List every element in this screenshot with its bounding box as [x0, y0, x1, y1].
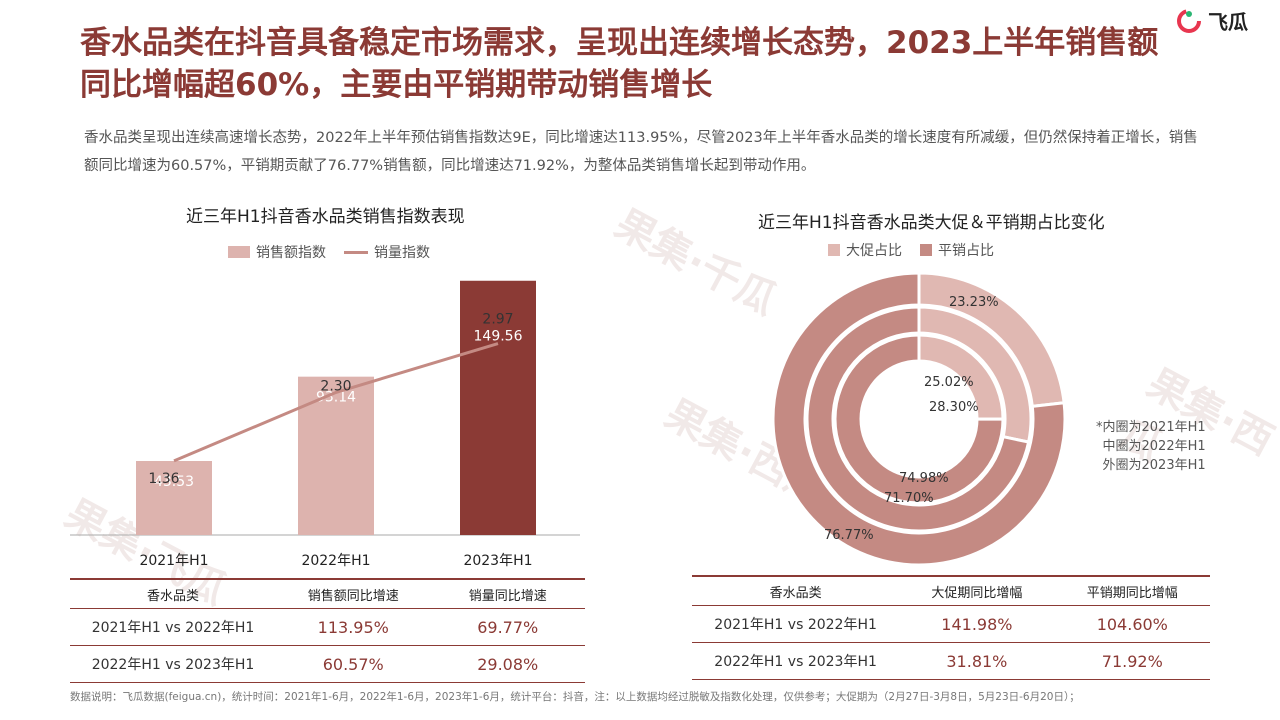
- right-growth-table: 香水品类 大促期同比增幅 平销期同比增幅 2021年H1 vs 2022年H1 …: [692, 575, 1210, 680]
- page-title: 香水品类在抖音具备稳定市场需求，呈现出连续增长态势，2023上半年销售额同比增幅…: [80, 25, 1159, 103]
- feigua-logo-icon: [1177, 8, 1201, 33]
- legend-regular-swatch: [920, 244, 932, 256]
- donut-slice: [771, 271, 1067, 567]
- right-donut-chart: 25.02% 74.98% 28.30% 71.70% 23.23% 76.77%: [771, 271, 1067, 567]
- table-row: 2021年H1 vs 2022年H1 113.95% 69.77%: [70, 608, 585, 646]
- slice-value-label: 74.98%: [899, 471, 949, 486]
- table-cell: 2022年H1 vs 2023年H1: [70, 645, 276, 683]
- table-header: 大促期同比增幅: [899, 575, 1055, 606]
- right-chart-legend: 大促占比 平销占比: [828, 240, 994, 260]
- legend-label: 销量指数: [374, 245, 430, 261]
- table-header: 销售额同比增速: [276, 578, 431, 609]
- table-row: 2021年H1 vs 2022年H1 141.98% 104.60%: [692, 605, 1210, 643]
- x-tick-label: 2021年H1: [139, 553, 208, 569]
- left-bar-line-chart: 43.53 2021年H1 93.14 2022年H1 149.56 2023年H1 1.3…: [70, 280, 580, 569]
- legend-label: 大促占比: [846, 243, 902, 259]
- legend-label: 平销占比: [938, 243, 994, 259]
- slice-value-label: 76.77%: [824, 528, 874, 543]
- table-row: 2022年H1 vs 2023年H1 31.81% 71.92%: [692, 642, 1210, 680]
- table-cell: 29.08%: [430, 645, 585, 683]
- table-cell: 60.57%: [276, 645, 431, 683]
- bar-value-label: 93.14: [316, 390, 356, 406]
- line-value-label: 2.97: [482, 312, 513, 328]
- x-tick-label: 2022年H1: [301, 553, 370, 569]
- right-chart-title: 近三年H1抖音香水品类大促＆平销期占比变化: [758, 213, 1105, 233]
- left-chart-legend: 销售额指数 销量指数: [228, 242, 430, 262]
- table-cell: 104.60%: [1054, 605, 1210, 643]
- description: 香水品类呈现出连续高速增长态势，2022年上半年预估销售指数达9E，同比增速达1…: [84, 130, 1198, 174]
- table-cell: 2021年H1 vs 2022年H1: [692, 605, 900, 643]
- legend-line-swatch: [344, 250, 368, 254]
- table-header: 销量同比增速: [430, 578, 585, 609]
- bar: [460, 280, 536, 535]
- donut-slice: [805, 305, 1031, 533]
- legend-bar-swatch: [228, 246, 250, 258]
- bar-value-label: 43.53: [154, 474, 194, 490]
- line-value-label: 1.36: [148, 471, 179, 487]
- slice-value-label: 25.02%: [924, 375, 974, 390]
- table-header: 平销期同比增幅: [1054, 575, 1210, 606]
- logo-text: 飞瓜: [1208, 10, 1248, 34]
- left-growth-table: 香水品类 销售额同比增速 销量同比增速 2021年H1 vs 2022年H1 1…: [70, 578, 585, 683]
- legend-label: 销售额指数: [256, 245, 326, 261]
- table-cell: 113.95%: [276, 608, 431, 646]
- bar: [136, 460, 212, 535]
- brand-logo: 飞瓜: [1176, 6, 1248, 35]
- slice-value-label: 23.23%: [949, 295, 999, 310]
- bar-value-label: 149.56: [474, 329, 523, 345]
- line-series: [173, 342, 499, 463]
- table-header: 香水品类: [692, 575, 900, 606]
- table-cell: 31.81%: [899, 642, 1055, 680]
- slice-value-label: 28.30%: [929, 400, 979, 415]
- left-chart-title: 近三年H1抖音香水品类销售指数表现: [186, 207, 465, 227]
- ring-note: *内圈为2021年H1 中圈为2022年H1 外圈为2023年H1: [1096, 420, 1206, 473]
- footnote: 数据说明：飞瓜数据(feigua.cn)，统计时间：2021年1-6月，2022…: [70, 691, 1080, 703]
- table-cell: 69.77%: [430, 608, 585, 646]
- table-row: 2022年H1 vs 2023年H1 60.57% 29.08%: [70, 645, 585, 683]
- table-cell: 71.92%: [1054, 642, 1210, 680]
- slice-value-label: 71.70%: [884, 491, 934, 506]
- table-cell: 2021年H1 vs 2022年H1: [70, 608, 276, 646]
- table-cell: 141.98%: [899, 605, 1055, 643]
- legend-promo-swatch: [828, 244, 840, 256]
- line-value-label: 2.30: [320, 378, 351, 394]
- donut-slice: [833, 333, 1005, 505]
- table-header: 香水品类: [70, 578, 276, 609]
- table-cell: 2022年H1 vs 2023年H1: [692, 642, 900, 680]
- x-tick-label: 2023年H1: [463, 553, 532, 569]
